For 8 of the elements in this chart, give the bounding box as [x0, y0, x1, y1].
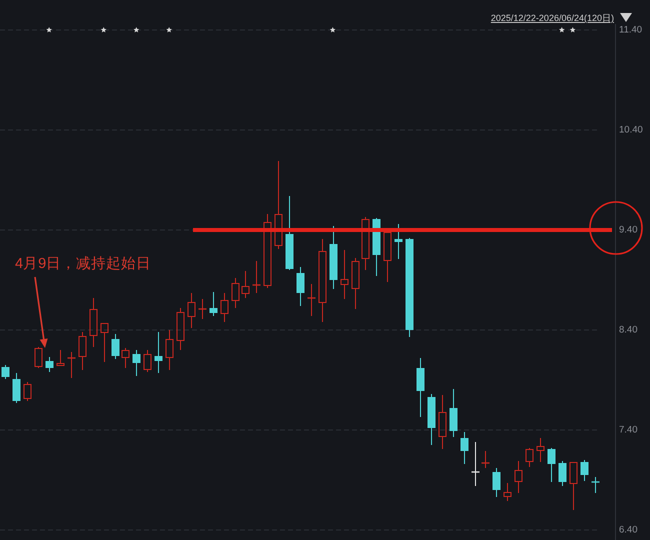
- y-tick-label: 6.40: [619, 524, 638, 536]
- title: 2025/12/22-2026/06/24(120日): [490, 13, 614, 23]
- y-tick-label: 10.40: [619, 124, 643, 136]
- annotation: 4月9日，减持起始日: [15, 256, 152, 272]
- y-tick-label: 7.40: [619, 424, 638, 436]
- y-tick-label: 8.40: [619, 324, 638, 336]
- y-tick-label: 11.40: [619, 24, 642, 36]
- y-tick-label: 9.40: [619, 224, 638, 236]
